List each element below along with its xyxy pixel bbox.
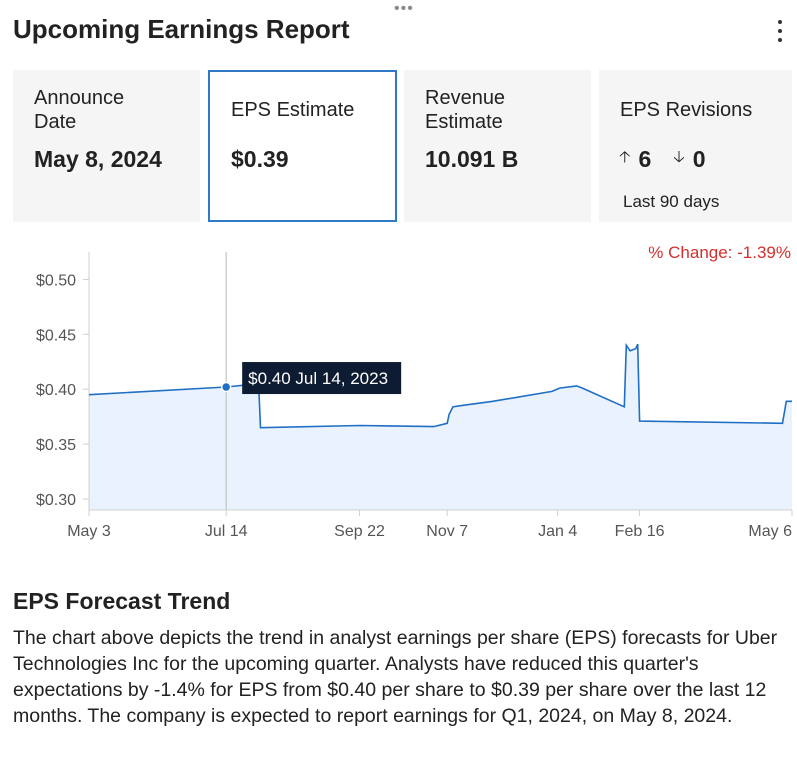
series-area	[89, 344, 792, 510]
arrow-up-icon: 🡡	[619, 149, 631, 166]
eps-revisions-card[interactable]: EPS Revisions 🡡 6 🡣 0 Last 90 days	[599, 70, 792, 222]
revenue-estimate-label: Revenue Estimate	[425, 87, 506, 133]
tooltip-value: $0.40	[248, 369, 295, 388]
eps-estimate-value: $0.39	[231, 146, 289, 172]
trend-section-title: EPS Forecast Trend	[13, 588, 231, 614]
revenue-estimate-card[interactable]: Revenue Estimate 10.091 B	[404, 70, 591, 222]
arrow-down-icon: 🡣	[673, 149, 685, 166]
eps-estimate-label: EPS Estimate	[231, 99, 355, 121]
tooltip-date: Jul 14, 2023	[295, 369, 388, 388]
eps-trend-chart[interactable]: $0.30 $0.35 $0.40 $0.45 $0.50 May 3 Jul 14 Sep …	[0, 240, 797, 550]
eps-revisions-label: EPS Revisions	[620, 99, 753, 121]
y-tick-label: $0.30	[36, 492, 76, 509]
widget-title: Upcoming Earnings Report	[13, 14, 350, 44]
series-line	[88, 342, 792, 429]
y-tick-label: $0.35	[36, 437, 76, 454]
revisions-up-count: 6	[638, 146, 652, 172]
x-tick-label: Sep 22	[334, 523, 385, 540]
y-tick-label: $0.50	[36, 272, 76, 289]
revisions-down-count: 0	[692, 146, 706, 172]
tooltip-text: $0.40 Jul 14, 2023	[248, 369, 388, 388]
announce-date-value: May 8, 2024	[34, 146, 162, 172]
tooltip-point	[220, 381, 232, 393]
x-tick-label: May 3	[67, 523, 111, 540]
tooltip-box	[242, 362, 402, 395]
x-tick-label: Nov 7	[426, 523, 468, 540]
announce-date-label: Announce Date	[34, 87, 125, 133]
revenue-estimate-value: 10.091 B	[425, 146, 519, 172]
x-tick-label: Feb 16	[615, 523, 665, 540]
x-tick-label: Jul 14	[205, 523, 248, 540]
trend-description: The chart above depicts the trend in ana…	[13, 627, 778, 727]
revisions-period: Last 90 days	[623, 192, 720, 211]
pct-change-label: % Change: -1.39%	[648, 243, 791, 262]
y-tick-label: $0.45	[36, 327, 76, 344]
eps-estimate-card[interactable]: EPS Estimate $0.39	[208, 70, 397, 222]
more-vertical-icon[interactable]	[770, 20, 790, 42]
eps-revisions-counts: 🡡 6 🡣 0	[619, 146, 706, 173]
announce-date-card[interactable]: Announce Date May 8, 2024	[13, 70, 200, 222]
x-tick-label: Jan 4	[538, 523, 577, 540]
drag-handle-icon[interactable]: •••	[394, 0, 414, 17]
x-tick-label: May 6	[748, 523, 792, 540]
y-tick-label: $0.40	[36, 382, 76, 399]
